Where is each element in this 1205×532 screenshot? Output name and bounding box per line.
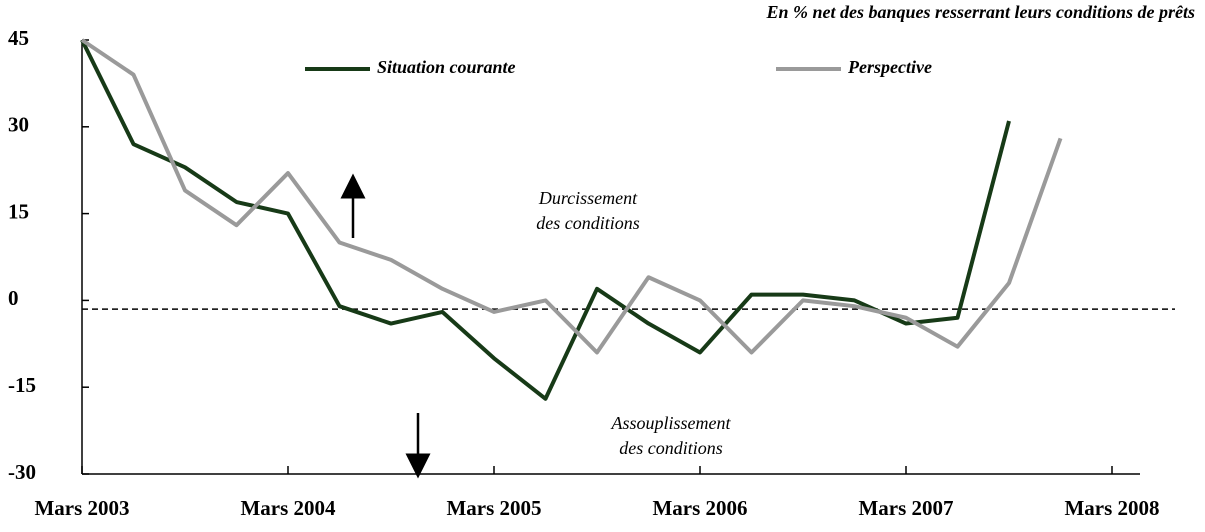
series-line: [80, 39, 1011, 401]
legend-label: Situation courante: [377, 57, 516, 77]
x-tick-label: Mars 2003: [34, 496, 129, 520]
x-tick-label: Mars 2006: [652, 496, 747, 520]
legend-label: Perspective: [847, 57, 932, 77]
y-tick-label: 45: [8, 26, 29, 50]
y-tick-label: 15: [8, 199, 29, 223]
annotation: des conditions: [619, 438, 723, 458]
x-tick-label: Mars 2008: [1064, 496, 1159, 520]
x-tick-label: Mars 2004: [240, 496, 336, 520]
y-tick-label: 30: [8, 113, 29, 137]
x-tick-label: Mars 2005: [446, 496, 541, 520]
annotation: Durcissement: [538, 188, 638, 208]
annotation: des conditions: [536, 213, 640, 233]
chart-subtitle: En % net des banques resserrant leurs co…: [765, 2, 1195, 22]
annotation: Assouplissement: [611, 413, 732, 433]
x-tick-label: Mars 2007: [858, 496, 953, 520]
y-tick-label: -15: [8, 373, 36, 397]
y-tick-label: 0: [8, 286, 19, 310]
series-line: [80, 38, 1063, 355]
y-tick-label: -30: [8, 460, 36, 484]
